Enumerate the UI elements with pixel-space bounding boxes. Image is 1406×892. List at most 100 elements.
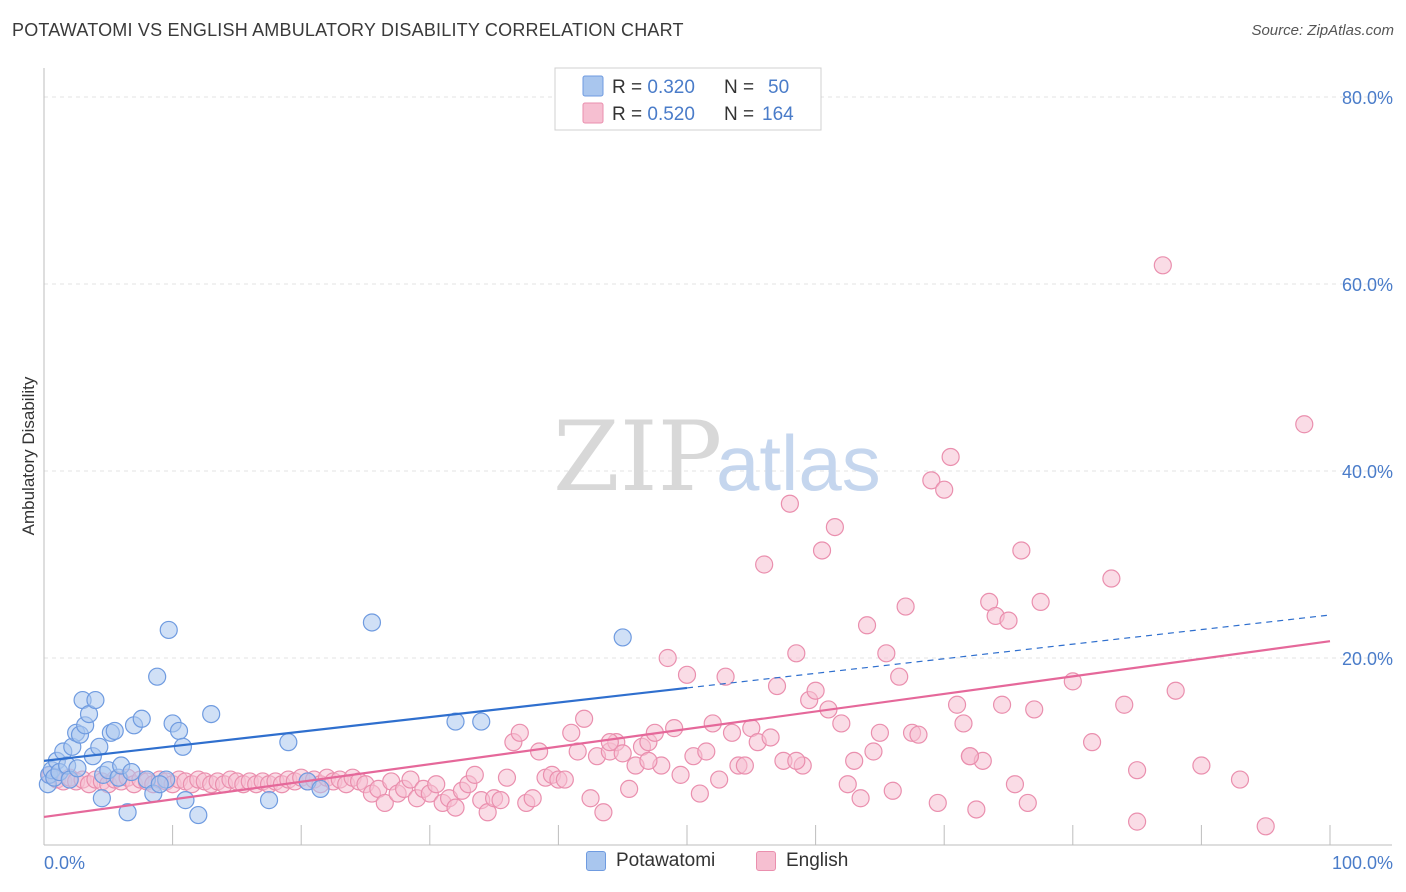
y-tick-label: 60.0% <box>1342 275 1393 295</box>
english-point <box>832 714 851 733</box>
english-point <box>639 751 658 770</box>
y-tick-label: 40.0% <box>1342 462 1393 482</box>
potawatomi-point <box>122 762 141 782</box>
english-point <box>1256 817 1275 836</box>
legend-n-value-english: 164 <box>762 104 794 125</box>
watermark-zip: ZIP <box>553 401 722 513</box>
english-point <box>922 471 941 490</box>
english-point <box>491 791 510 810</box>
english-point <box>1295 415 1314 434</box>
english-point <box>883 781 902 800</box>
english-point <box>812 541 832 560</box>
potawatomi-points <box>38 613 632 825</box>
legend-item-potawatomi: Potawatomi <box>586 850 715 872</box>
english-point <box>510 723 529 742</box>
english-point <box>1192 756 1211 775</box>
gridlines <box>44 96 1392 659</box>
x-tick-label-min: 0.0% <box>44 853 85 873</box>
legend-swatch-potawatomi <box>582 75 604 97</box>
english-point <box>690 784 709 803</box>
potawatomi-trend-line <box>43 686 688 762</box>
legend-swatch-english-bottom <box>756 851 776 871</box>
english-point <box>465 765 484 784</box>
svg-text:N =: N = <box>724 77 754 98</box>
english-point <box>530 742 549 761</box>
potawatomi-point <box>176 791 195 810</box>
x-tick-labels: 0.0% 100.0% <box>44 853 1393 873</box>
english-point <box>935 480 954 499</box>
potawatomi-point <box>118 803 137 822</box>
english-point <box>909 725 928 744</box>
potawatomi-point <box>86 690 105 710</box>
potawatomi-point <box>68 759 87 778</box>
english-point <box>1166 681 1185 700</box>
english-point <box>722 723 742 742</box>
potawatomi-point <box>169 721 189 741</box>
english-point <box>787 751 806 770</box>
potawatomi-point <box>90 737 109 756</box>
english-point <box>857 616 877 635</box>
potawatomi-point <box>132 709 151 728</box>
english-point <box>523 789 542 808</box>
legend-n-value-potawatomi: 50 <box>768 77 789 98</box>
english-point <box>671 765 690 784</box>
english-point <box>1031 592 1050 612</box>
potawatomi-point <box>105 721 124 741</box>
english-point <box>581 789 600 808</box>
english-point <box>401 770 420 789</box>
english-point <box>1005 775 1025 794</box>
english-point <box>594 803 613 822</box>
legend-r-value-potawatomi: 0.320 <box>647 77 695 98</box>
english-point <box>716 667 735 686</box>
y-tick-labels: 20.0% 40.0% 60.0% 80.0% <box>1342 88 1393 669</box>
potawatomi-point <box>150 775 169 794</box>
english-point <box>928 793 947 813</box>
english-point <box>845 751 864 770</box>
potawatomi-point <box>613 628 632 647</box>
english-point <box>555 770 574 789</box>
svg-text:R = 0.520: R = 0.520 <box>612 104 695 125</box>
english-point <box>851 789 870 808</box>
english-point <box>967 800 986 819</box>
y-tick-label: 80.0% <box>1342 88 1393 108</box>
english-point <box>620 779 639 799</box>
potawatomi-point <box>189 805 208 825</box>
english-point <box>427 775 446 794</box>
potawatomi-point <box>148 667 167 686</box>
svg-text:N =: N = <box>724 104 754 125</box>
potawatomi-point <box>472 712 491 731</box>
legend-r-value-english: 0.520 <box>647 104 695 125</box>
legend-label-english: English <box>786 850 849 871</box>
potawatomi-trend-extension <box>686 614 1331 689</box>
english-point <box>870 723 890 742</box>
legend-r-label-potawatomi: R = <box>612 77 647 98</box>
english-point <box>735 756 754 775</box>
chart-title: POTAWATOMI VS ENGLISH AMBULATORY DISABIL… <box>12 20 684 40</box>
english-point <box>1012 541 1031 560</box>
english-point <box>658 648 677 668</box>
english-trend-line <box>43 640 1331 819</box>
chart-source: Source: ZipAtlas.com <box>1251 22 1394 39</box>
legend-n-label-english: N = <box>724 104 754 125</box>
english-point <box>446 798 465 817</box>
english-point <box>890 667 909 686</box>
axes <box>43 68 1392 846</box>
english-point <box>992 695 1012 714</box>
english-point <box>960 747 980 766</box>
english-point <box>941 447 960 467</box>
svg-text:R = 0.320: R = 0.320 <box>612 77 695 98</box>
watermark: ZIP atlas <box>553 401 881 513</box>
english-point <box>1018 793 1037 813</box>
english-point <box>787 644 806 663</box>
english-point <box>1153 256 1172 275</box>
legend-item-english: English <box>756 850 848 872</box>
trend-lines <box>43 614 1331 819</box>
english-point <box>877 644 896 663</box>
english-point <box>375 793 394 813</box>
english-points <box>41 256 1314 836</box>
legend-swatch-english <box>582 102 604 124</box>
y-axis-label: Ambulatory Disability <box>19 376 38 535</box>
english-point <box>677 665 697 684</box>
legend-n-label-potawatomi: N = <box>724 77 754 98</box>
english-point <box>613 744 632 763</box>
